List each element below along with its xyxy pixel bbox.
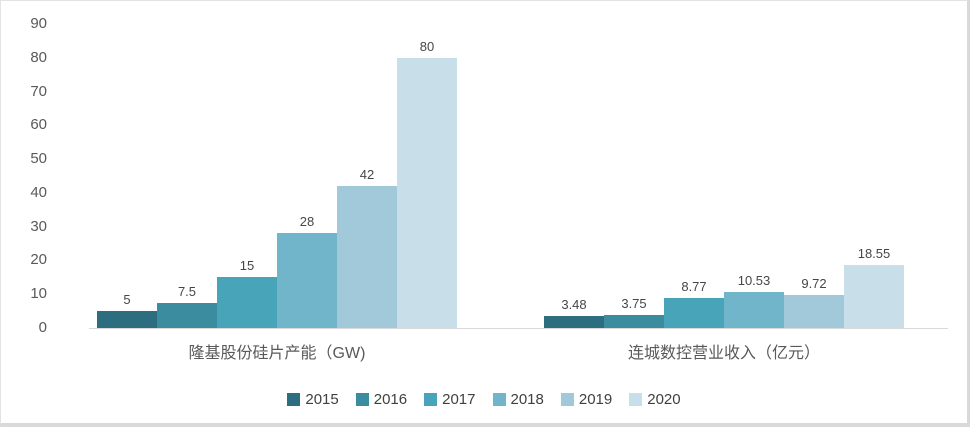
legend-swatch-icon bbox=[424, 393, 438, 406]
y-tick-label: 70 bbox=[30, 82, 47, 100]
bar-value-label: 10.53 bbox=[737, 273, 771, 289]
bar-2015-group1 bbox=[97, 311, 157, 328]
y-tick-label: 50 bbox=[30, 150, 47, 168]
bar-value-label: 8.77 bbox=[681, 279, 707, 295]
bar-2017-group1 bbox=[217, 277, 277, 328]
y-tick-label: 90 bbox=[30, 15, 47, 32]
bar-value-label: 5 bbox=[123, 292, 131, 308]
legend-label: 2015 bbox=[305, 391, 339, 408]
legend: 2015 2016 2017 2018 2019 2020 bbox=[1, 391, 967, 408]
y-tick-label: 0 bbox=[38, 319, 47, 336]
y-tick-label: 40 bbox=[30, 183, 47, 201]
bar-2016-group2 bbox=[604, 315, 664, 328]
legend-item-2018: 2018 bbox=[492, 391, 544, 408]
bar-2018-group2 bbox=[724, 292, 784, 328]
legend-item-2016: 2016 bbox=[355, 391, 408, 408]
bar-value-label: 80 bbox=[419, 38, 435, 54]
x-axis-line bbox=[89, 328, 948, 329]
bar-value-label: 9.72 bbox=[801, 276, 827, 292]
bar-2016-group1 bbox=[157, 302, 217, 328]
legend-label: 2019 bbox=[578, 391, 613, 408]
legend-label: 2018 bbox=[510, 391, 544, 408]
legend-label: 2020 bbox=[647, 391, 681, 408]
bar-2020-group2 bbox=[844, 265, 904, 328]
bar-value-label: 3.75 bbox=[621, 296, 647, 312]
legend-item-2017: 2017 bbox=[424, 391, 476, 408]
bar-value-label: 3.48 bbox=[561, 297, 587, 313]
legend-label: 2016 bbox=[373, 391, 408, 408]
legend-swatch-icon bbox=[560, 393, 574, 406]
y-tick-label: 30 bbox=[30, 217, 47, 235]
category-label-group1: 隆基股份硅片产能（GW) bbox=[188, 345, 366, 362]
y-tick-label: 20 bbox=[30, 251, 47, 269]
legend-item-2020: 2020 bbox=[629, 391, 681, 408]
legend-swatch-icon bbox=[355, 393, 369, 406]
bar-value-label: 7.5 bbox=[177, 283, 197, 299]
bar-value-label: 28 bbox=[299, 214, 315, 230]
y-tick-label: 80 bbox=[30, 48, 47, 66]
legend-swatch-icon bbox=[492, 393, 506, 406]
bar-2019-group1 bbox=[337, 186, 397, 328]
bar-2018-group1 bbox=[277, 233, 337, 328]
legend-swatch-icon bbox=[629, 393, 643, 406]
bar-value-label: 42 bbox=[359, 167, 375, 183]
y-tick-label: 60 bbox=[30, 116, 47, 134]
legend-label: 2017 bbox=[442, 391, 476, 408]
bar-value-label: 15 bbox=[239, 258, 255, 274]
legend-item-2015: 2015 bbox=[287, 391, 339, 408]
bar-2017-group2 bbox=[664, 298, 724, 328]
bar-value-label: 18.55 bbox=[857, 246, 891, 262]
bar-2019-group2 bbox=[784, 295, 844, 328]
category-label-group2: 连城数控营业收入（亿元） bbox=[627, 345, 820, 362]
legend-swatch-icon bbox=[287, 393, 301, 406]
legend-item-2019: 2019 bbox=[560, 391, 613, 408]
bar-2015-group2 bbox=[544, 316, 604, 328]
y-tick-label: 10 bbox=[30, 285, 47, 303]
bar-2020-group1 bbox=[397, 57, 457, 328]
